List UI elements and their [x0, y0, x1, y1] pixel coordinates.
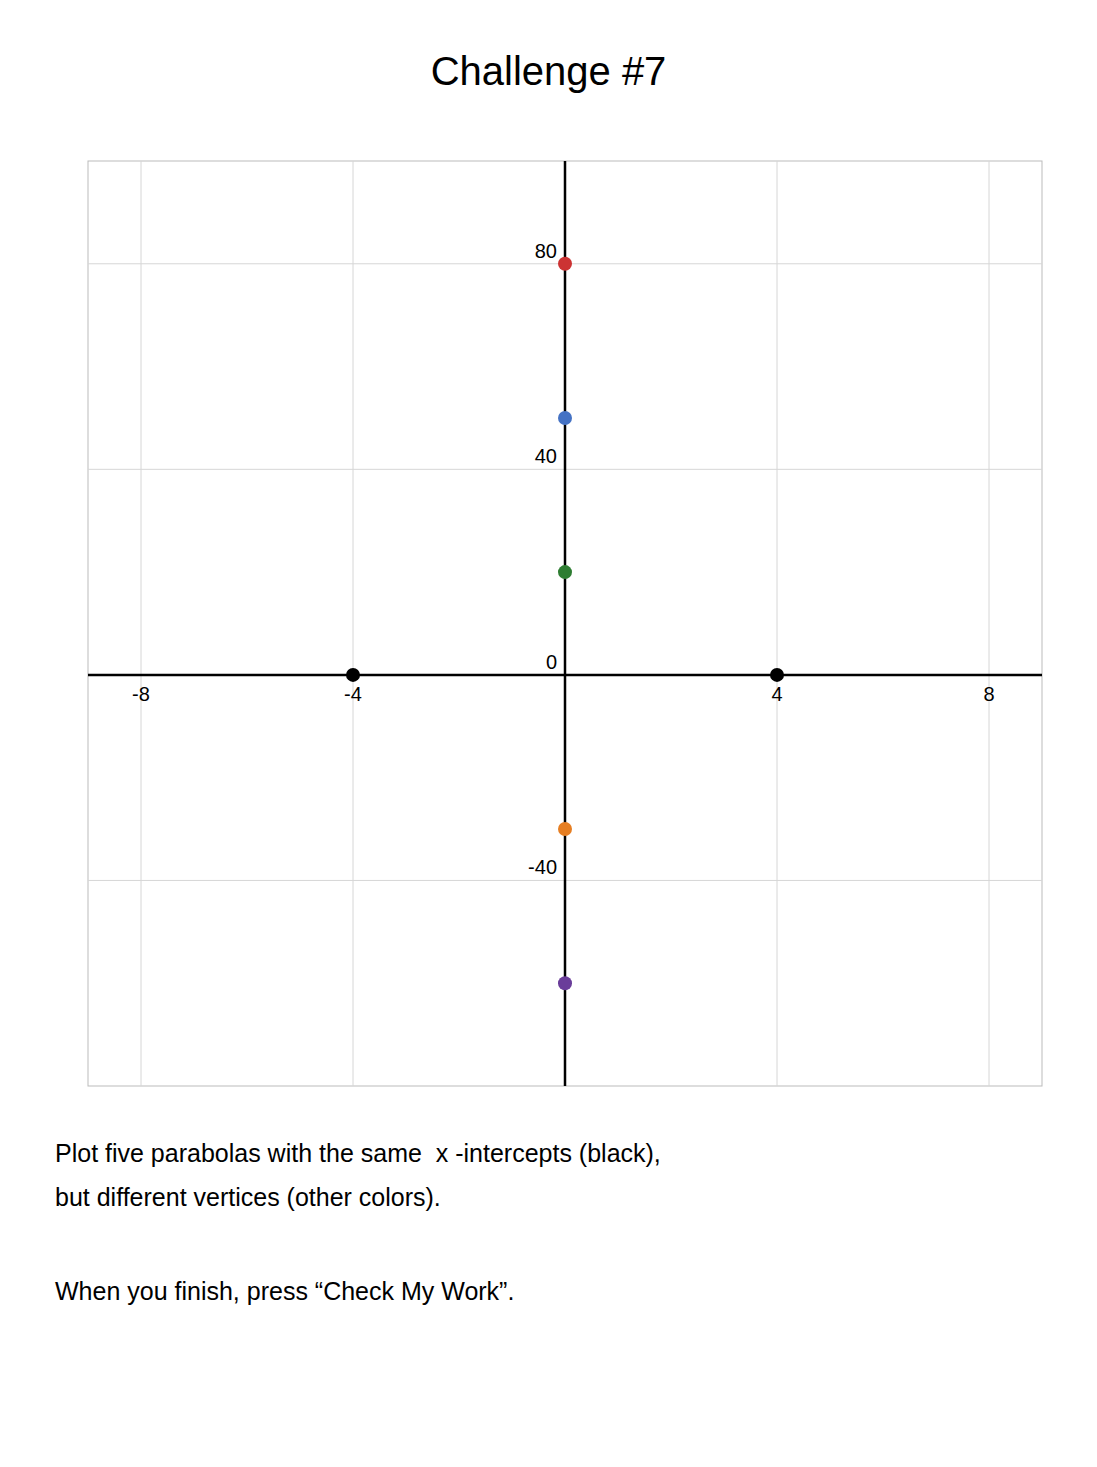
y-tick-label: -40 — [528, 856, 557, 878]
x-tick-label: -4 — [344, 683, 362, 705]
grid-line-x — [989, 161, 990, 1086]
x-tick-label: 8 — [983, 683, 994, 705]
points-group — [346, 257, 784, 990]
point — [558, 822, 572, 836]
grid-line-x — [777, 161, 778, 1086]
point — [558, 565, 572, 579]
point — [558, 976, 572, 990]
instruction-text: but different vertices (other colors). — [55, 1183, 441, 1211]
grid-line-x — [141, 161, 142, 1086]
x-tick-label: -8 — [132, 683, 150, 705]
point — [346, 668, 360, 682]
x-tick-label: 4 — [771, 683, 782, 705]
plot-frame — [88, 161, 1042, 1086]
instruction-text: When you finish, press “Check My Work”. — [55, 1277, 514, 1305]
point — [770, 668, 784, 682]
grid-line-x — [353, 161, 354, 1086]
y-axis-line — [564, 161, 567, 1086]
y-tick-label: 40 — [535, 445, 557, 467]
point — [558, 257, 572, 271]
instruction-text: Plot five parabolas with the same x -int… — [55, 1139, 661, 1167]
y-tick-label: 0 — [546, 651, 557, 673]
y-tick-label: 80 — [535, 240, 557, 262]
chart-title: Challenge #7 — [431, 49, 667, 93]
chart-svg: Challenge #7 -8 -4 4 8 -40 0 40 80 Plot five para… — [0, 0, 1097, 1467]
point — [558, 411, 572, 425]
